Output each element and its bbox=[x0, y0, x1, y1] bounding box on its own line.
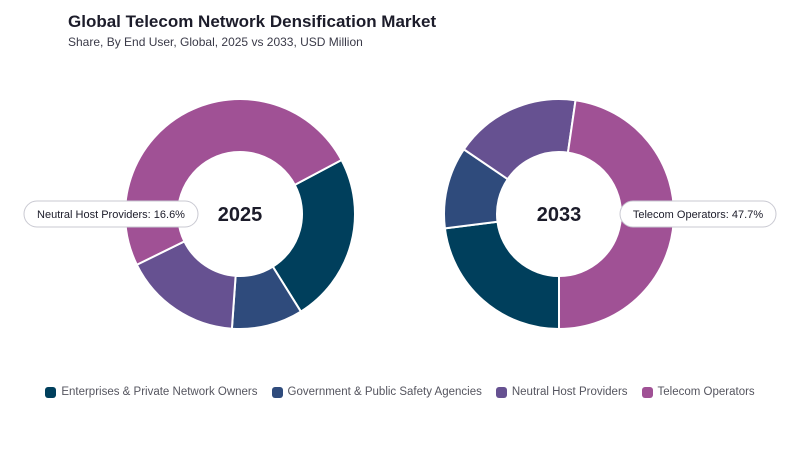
callout-text: Neutral Host Providers: 16.6% bbox=[37, 209, 185, 221]
legend-item-enterprises[interactable]: Enterprises & Private Network Owners bbox=[45, 386, 258, 398]
legend-swatch bbox=[495, 386, 507, 398]
legend-swatch bbox=[45, 386, 57, 398]
donut-slice-enterprises-private-network-owners[interactable] bbox=[271, 158, 356, 313]
legend: Enterprises & Private Network Owners Gov… bbox=[0, 386, 800, 398]
donut-center-label: 2033 bbox=[537, 204, 582, 226]
donut-callout: Neutral Host Providers: 16.6% bbox=[23, 200, 199, 228]
legend-item-government[interactable]: Government & Public Safety Agencies bbox=[271, 386, 482, 398]
legend-label: Telecom Operators bbox=[657, 386, 755, 398]
legend-label: Government & Public Safety Agencies bbox=[287, 386, 482, 398]
legend-swatch bbox=[641, 386, 653, 398]
donut-slice-telecom-operators[interactable] bbox=[558, 99, 675, 331]
callout-box bbox=[23, 200, 199, 228]
legend-item-neutral-host[interactable]: Neutral Host Providers bbox=[495, 386, 628, 398]
legend-item-telecom-operators[interactable]: Telecom Operators bbox=[641, 386, 755, 398]
legend-swatch bbox=[271, 386, 283, 398]
legend-label: Enterprises & Private Network Owners bbox=[61, 386, 258, 398]
legend-label: Neutral Host Providers bbox=[511, 386, 628, 398]
donut-chart-2033: 2033 Telecom Operators: 47.7% bbox=[443, 98, 777, 331]
donut-callout: Telecom Operators: 47.7% bbox=[619, 200, 777, 228]
donut-slice-telecom-operators[interactable] bbox=[123, 98, 343, 267]
donut-center-label: 2025 bbox=[218, 204, 263, 226]
chart-subtitle: Share, By End User, Global, 2025 vs 2033… bbox=[68, 35, 363, 49]
chart-title: Global Telecom Network Densification Mar… bbox=[68, 12, 437, 31]
callout-text: Telecom Operators: 47.7% bbox=[633, 209, 763, 221]
donut-chart-2025: 2025 Neutral Host Providers: 16.6% bbox=[23, 98, 356, 330]
donut-slice-enterprises-private-network-owners[interactable] bbox=[443, 220, 560, 331]
callout-box bbox=[619, 200, 777, 228]
